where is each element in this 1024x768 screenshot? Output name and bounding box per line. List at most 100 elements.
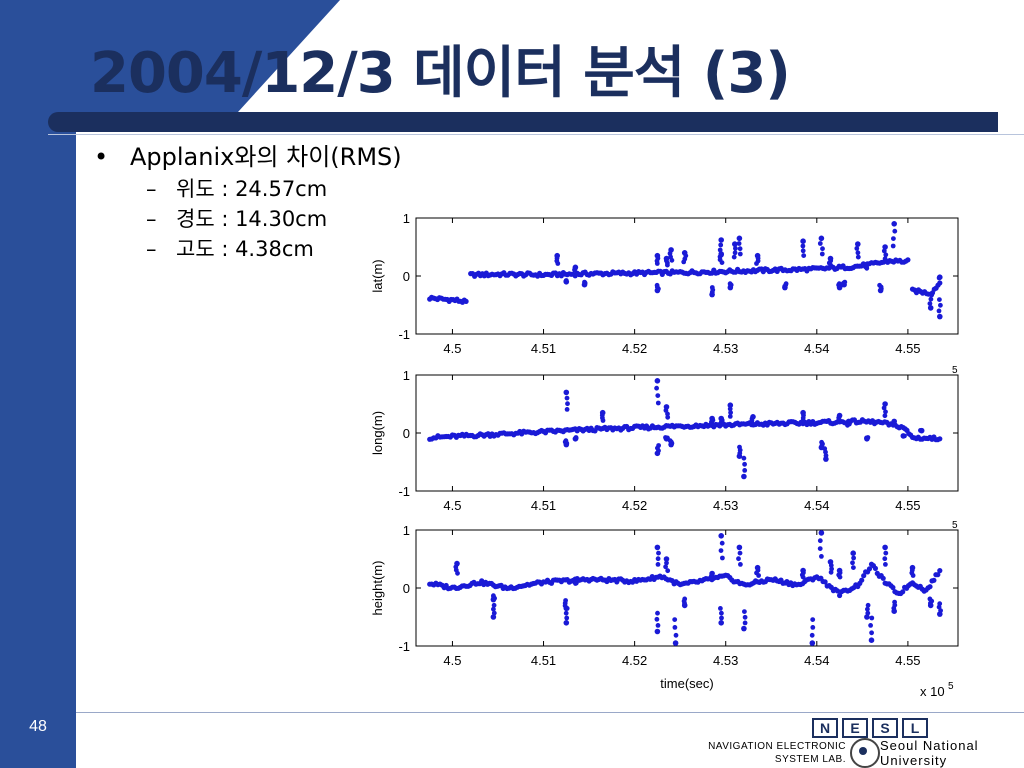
sub-marker: –	[146, 237, 157, 261]
outlier-point	[718, 620, 724, 626]
sub-item-longitude: – 경도 : 14.30cm	[90, 204, 402, 234]
outlier-point	[563, 278, 569, 283]
outlier-point	[800, 238, 806, 244]
outlier-point	[882, 544, 888, 551]
x-tick-label: 4.52	[622, 341, 647, 356]
sub-item-text: 위도 : 24.57cm	[176, 177, 328, 201]
outlier-point	[850, 550, 856, 556]
data-point	[463, 298, 469, 304]
outlier-point	[491, 606, 496, 612]
logo-letter: E	[842, 718, 868, 738]
outlier-point	[742, 461, 747, 467]
title-underline-bar	[48, 112, 998, 132]
outlier-point	[742, 620, 748, 626]
outlier-point	[736, 235, 743, 242]
outlier-point	[882, 413, 888, 419]
outlier-point	[902, 433, 907, 439]
outlier-point	[491, 610, 497, 616]
outlier-point	[869, 615, 875, 621]
outlier-point	[817, 538, 823, 544]
data-points	[427, 221, 943, 320]
outlier-point	[927, 596, 933, 602]
outlier-point	[756, 573, 761, 578]
x-tick-label: 4.55	[895, 498, 920, 513]
outlier-point	[491, 593, 496, 599]
outlier-point	[809, 632, 815, 638]
x-tick-label: 4.5	[443, 341, 461, 356]
outlier-point	[655, 610, 660, 616]
outlier-point	[681, 259, 687, 265]
outlier-point	[718, 533, 724, 539]
data-point	[935, 572, 941, 578]
outlier-point	[828, 569, 834, 575]
y-axis-label: lat(m)	[370, 259, 385, 292]
sub-item-text: 경도 : 14.30cm	[176, 207, 328, 231]
outlier-point	[865, 435, 871, 440]
outlier-point	[891, 236, 896, 241]
outlier-point	[864, 265, 870, 271]
outlier-point	[709, 285, 715, 290]
outlier-point	[882, 244, 888, 250]
outlier-point	[563, 610, 569, 616]
outlier-point	[737, 246, 743, 252]
outlier-point	[655, 393, 661, 398]
outlier-point	[865, 606, 870, 612]
outlier-point	[892, 228, 898, 234]
outlier-point	[737, 444, 742, 450]
footer-divider	[76, 712, 1024, 713]
outlier-point	[654, 378, 661, 384]
outlier-point	[868, 623, 873, 628]
x-tick-label: 4.51	[531, 341, 556, 356]
outlier-point	[669, 257, 675, 263]
outlier-point	[851, 555, 856, 561]
plot-panel-1: -1 0 1 4.5 4.51 4.52 4.53 4.54 4.55 long(m) 5	[370, 365, 959, 513]
bullet-list: • Applanix와의 차이(RMS) – 위도 : 24.57cm – 경도…	[90, 140, 402, 264]
outlier-point	[741, 473, 747, 480]
data-point	[822, 579, 828, 585]
data-point	[859, 577, 865, 583]
data-point	[931, 577, 937, 583]
x-tick-label: 4.54	[804, 498, 829, 513]
nesl-logo: N E S L	[812, 718, 928, 738]
x-tick-label: 4.55	[895, 653, 920, 668]
outlier-point	[836, 281, 842, 287]
outlier-point	[882, 556, 888, 562]
sub-item-text: 고도 : 4.38cm	[176, 237, 314, 261]
outlier-point	[563, 389, 570, 396]
data-points	[427, 378, 943, 480]
outlier-point	[883, 409, 888, 415]
data-point	[837, 592, 843, 599]
outlier-point	[869, 630, 874, 636]
outlier-point	[801, 253, 807, 258]
outlier-point	[665, 414, 671, 420]
outlier-point	[837, 574, 843, 580]
outlier-point	[564, 606, 570, 611]
x-axis-label: time(sec)	[660, 676, 713, 691]
outlier-point	[936, 308, 942, 314]
outlier-point	[837, 419, 842, 425]
logo-letter: L	[902, 718, 928, 738]
bullet-marker: •	[94, 143, 109, 171]
outlier-point	[655, 556, 661, 562]
outlier-point	[736, 241, 742, 246]
outlier-point	[809, 640, 816, 646]
outlier-point	[742, 468, 748, 473]
outlier-point	[563, 438, 569, 444]
outlier-point	[937, 601, 943, 607]
university-name: Seoul National University	[880, 738, 1024, 768]
axis-multiplier-exponent: 5	[948, 681, 954, 692]
outlier-point	[817, 546, 823, 551]
outlier-point	[800, 243, 806, 249]
outlier-point	[564, 407, 570, 412]
bullet-main-item: • Applanix와의 차이(RMS)	[90, 140, 402, 174]
outlier-point	[742, 614, 748, 620]
outlier-point	[710, 576, 716, 582]
y-tick-label: 1	[403, 368, 410, 383]
outlier-point	[654, 282, 660, 288]
data-point	[890, 584, 896, 591]
outlier-point	[733, 246, 738, 251]
outlier-point	[663, 564, 668, 570]
outlier-point	[818, 530, 825, 536]
outlier-point	[845, 422, 850, 428]
outlier-point	[855, 241, 861, 247]
